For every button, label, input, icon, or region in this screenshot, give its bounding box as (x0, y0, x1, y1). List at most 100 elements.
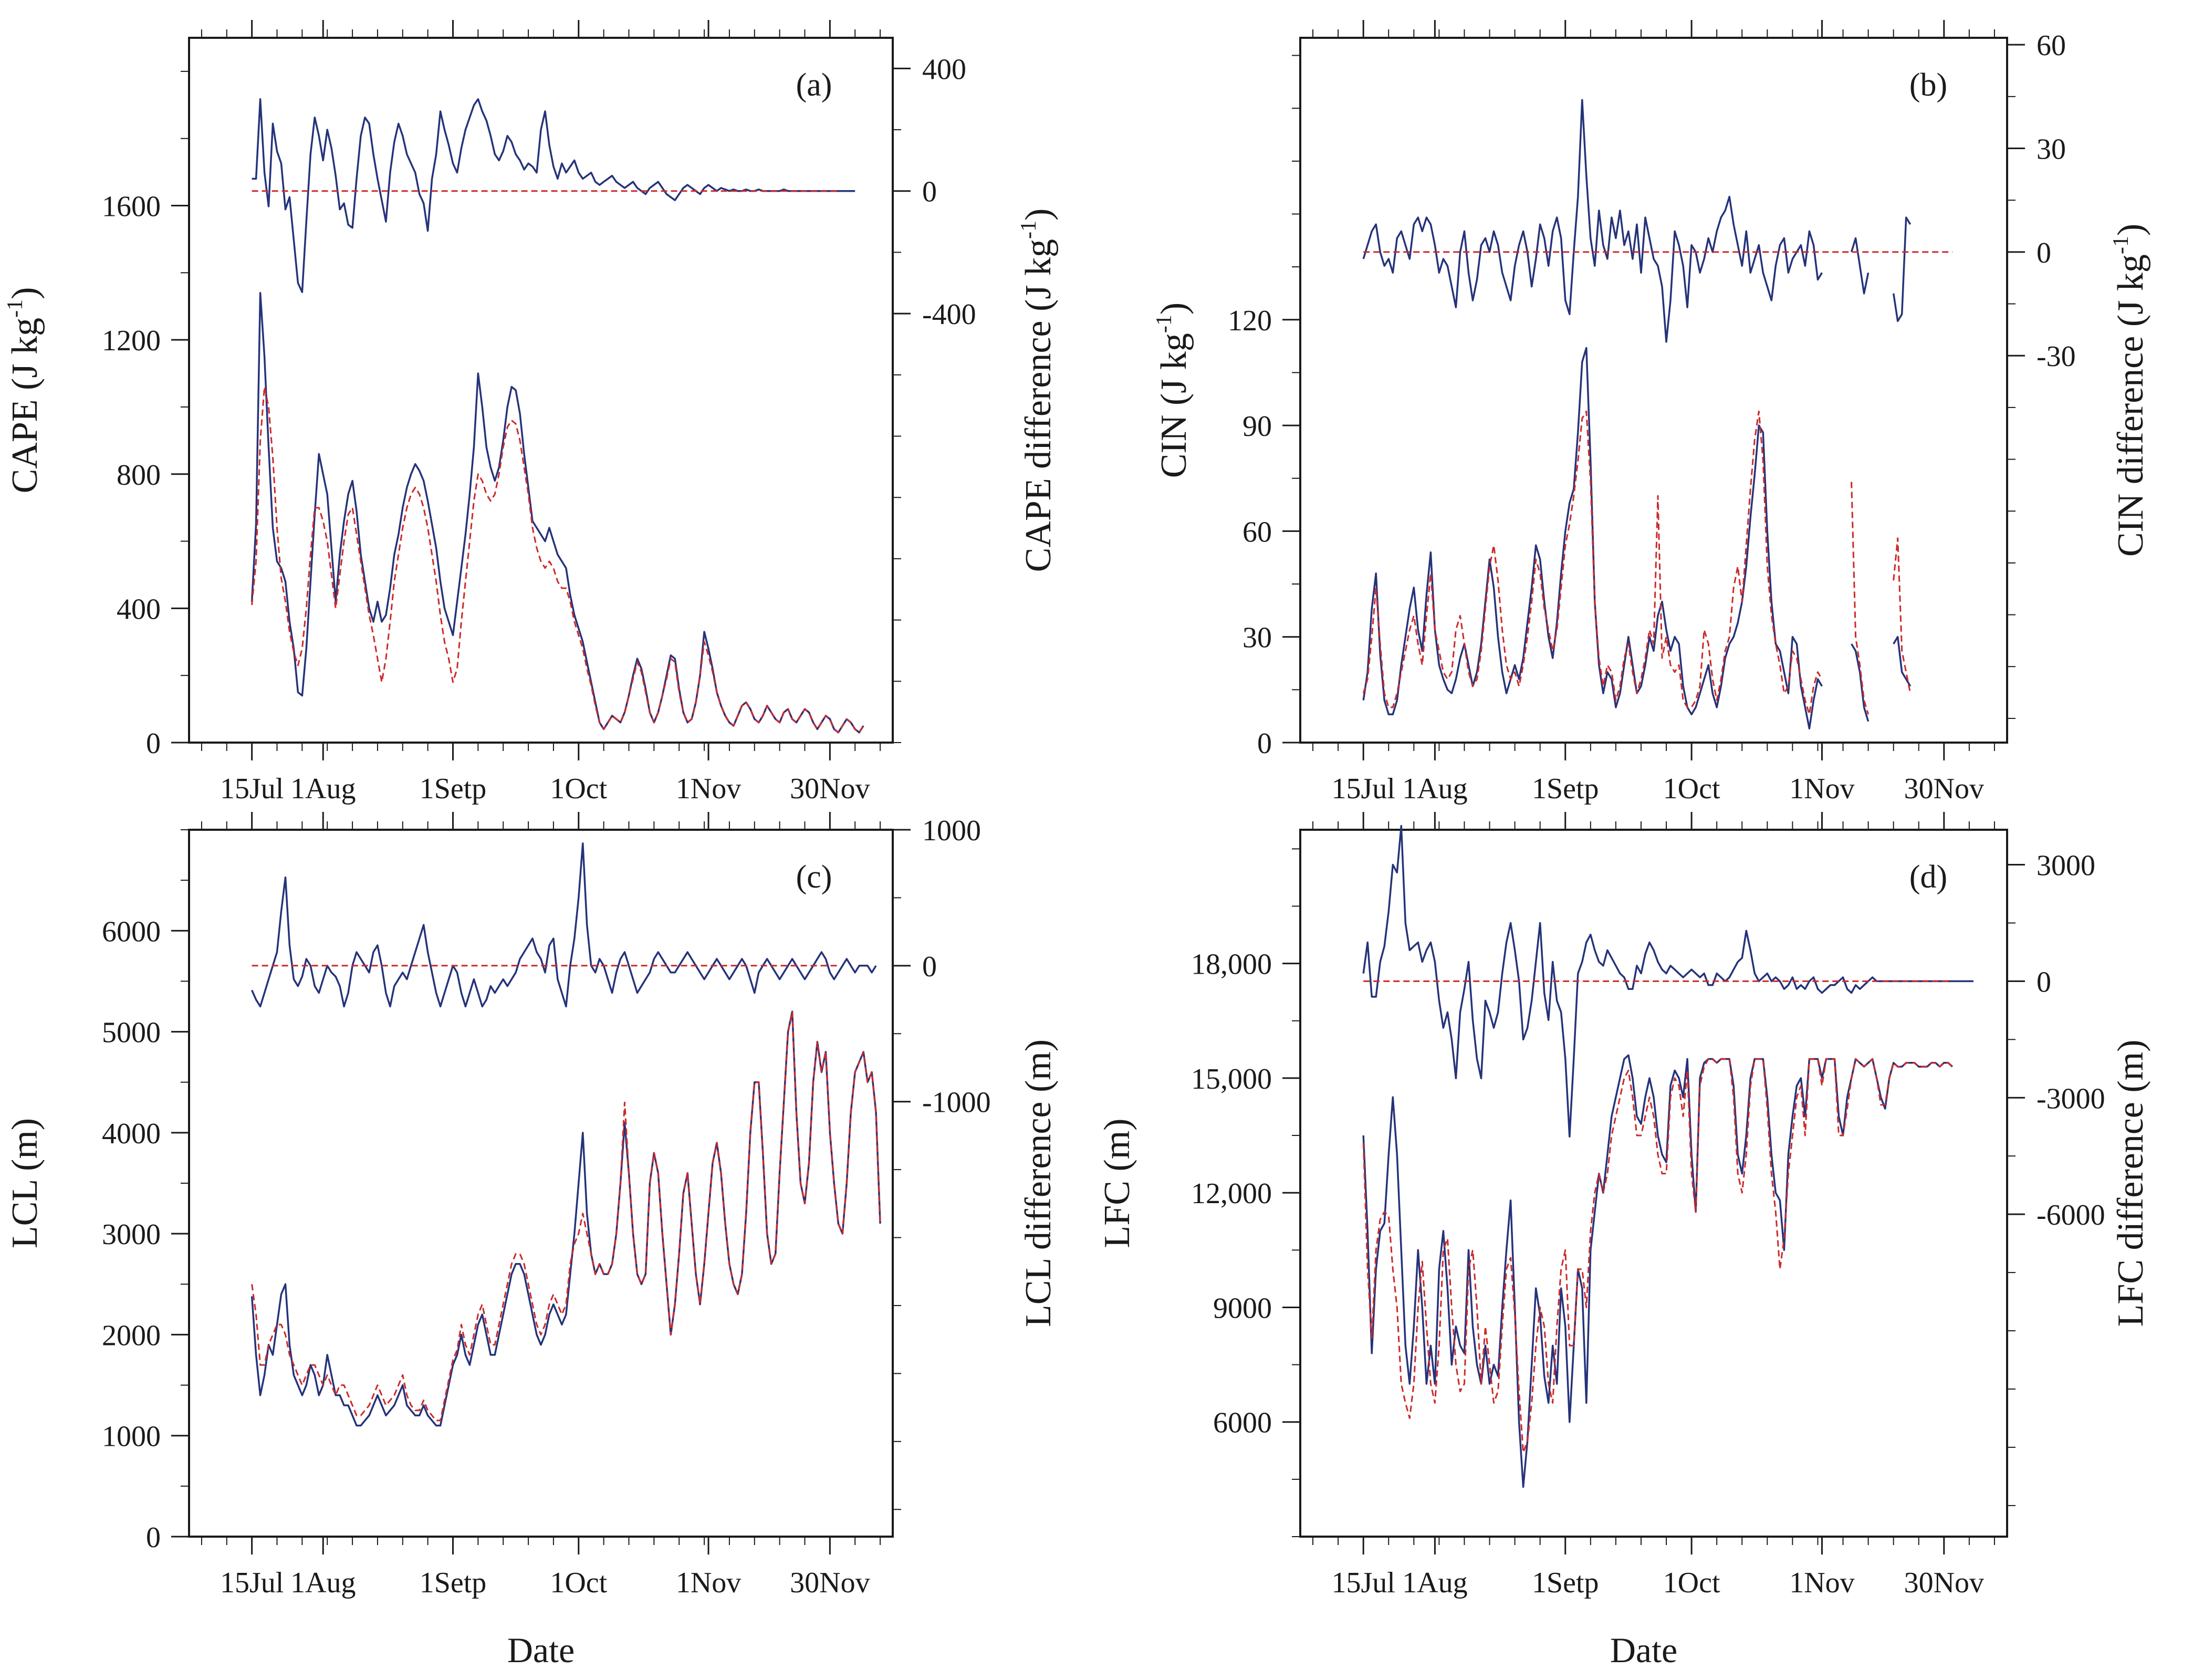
plot-frame (188, 37, 894, 744)
x-tick-label: 15Jul (1331, 1567, 1395, 1599)
y-tick-label: 0 (1257, 727, 1272, 760)
y-tick-label: 1000 (102, 1421, 161, 1453)
y-tick-label: 4000 (102, 1118, 161, 1150)
x-tick-label: 1Oct (1663, 773, 1720, 805)
panel-label: (a) (796, 67, 832, 103)
y2-tick-label: 0 (922, 951, 937, 983)
y-axis-title: CIN (J kg-1) (1152, 302, 1194, 478)
y-tick-label: 800 (117, 459, 161, 492)
panel-c-lcl: 15Jul 1Aug 1Setp 1Oct 1Nov 30Nov 0 1000 2000 3000… (5, 812, 1059, 1599)
y2-tick-label: -30 (2037, 340, 2076, 373)
x-tick-label: 1Setp (1532, 773, 1599, 805)
y2-tick-label: -6000 (2037, 1199, 2105, 1232)
y-tick-label: 9000 (1213, 1292, 1272, 1324)
panel-label: (b) (1909, 67, 1947, 103)
x-tick-label: 1Nov (676, 773, 741, 805)
y-tick-label: 15,000 (1191, 1063, 1272, 1095)
y2-tick-label: 1000 (922, 815, 981, 847)
x-tick-label: 1Nov (1789, 773, 1854, 805)
x-tick-label: 1Aug (290, 773, 356, 805)
series-blue-difference-line (250, 842, 877, 1008)
x-tick-label: 15Jul (1331, 773, 1395, 805)
panel-d-lfc: 15Jul 1Aug 1Setp 1Oct 1Nov 30Nov 6000 9000 12,00… (1097, 812, 2151, 1599)
panel-label: (c) (796, 859, 832, 895)
x-tick-label: 1Nov (676, 1567, 741, 1599)
y2-tick-label: 60 (2037, 29, 2066, 62)
plot-frame (1299, 37, 2008, 744)
x-tick-label: 1Setp (420, 1567, 487, 1599)
y2-tick-label: 400 (922, 53, 966, 86)
x-tick-label: 1Aug (1402, 1567, 1467, 1599)
y-axis-title-sup: -1 (1152, 315, 1176, 333)
y-axis-title-end: ) (1154, 302, 1194, 315)
y2-axis-title: LFC difference (m) (2111, 1040, 2151, 1327)
y-tick-label: 6000 (102, 915, 161, 948)
y2-axis-title: LCL difference (m) (1018, 1039, 1059, 1327)
y2-axis-title-main: CIN difference (J kg (2111, 254, 2151, 557)
y-tick-label: 12,000 (1191, 1177, 1272, 1210)
y-tick-label: 400 (117, 593, 161, 625)
y-tick-label: 3000 (102, 1218, 161, 1251)
y-tick-label: 1600 (102, 191, 161, 223)
y-tick-label: 5000 (102, 1017, 161, 1049)
y2-tick-label: 30 (2037, 133, 2066, 166)
x-tick-label: 30Nov (790, 773, 870, 805)
y-axis-title: LFC (m) (1097, 1119, 1137, 1248)
y2-axis-title: CAPE difference (J kg-1) (1017, 208, 1059, 572)
y-tick-label: 90 (1242, 410, 1272, 443)
y-tick-label: 60 (1242, 516, 1272, 548)
y2-tick-label: -3000 (2037, 1082, 2105, 1115)
y-tick-label: 2000 (102, 1319, 161, 1352)
x-tick-label: 1Nov (1789, 1567, 1854, 1599)
y2-axis-title-end: ) (1018, 208, 1059, 221)
x-tick-label: 1Setp (1532, 1567, 1599, 1599)
x-tick-label: 30Nov (1904, 773, 1984, 805)
y-tick-label: 0 (146, 1521, 161, 1554)
x-tick-label: 1Oct (550, 1567, 607, 1599)
y2-axis-title-main: CAPE difference (J kg (1018, 239, 1059, 572)
y-axis-title: CAPE (J kg-1) (3, 287, 45, 494)
x-axis-title-left: Date (507, 1630, 575, 1670)
y2-tick-label: 3000 (2037, 850, 2095, 882)
y2-tick-label: 0 (2037, 237, 2051, 269)
y-axis-title: LCL (m) (5, 1118, 45, 1248)
x-tick-label: 30Nov (790, 1567, 870, 1599)
x-tick-label: 15Jul (220, 773, 284, 805)
series-blue-difference-line (1362, 825, 1973, 1138)
series-red-line (1362, 410, 1912, 715)
y-axis-title-sup: -1 (3, 299, 27, 318)
y-tick-label: 18,000 (1191, 948, 1272, 981)
panel-b-cin: 15Jul 1Aug 1Setp 1Oct 1Nov 30Nov 0 30 60 90 120 -30… (1152, 20, 2151, 805)
y-tick-label: 1200 (102, 325, 161, 357)
y2-tick-label: -400 (922, 298, 976, 331)
y-axis-title-main: CAPE (J kg (5, 318, 45, 493)
series-red-line (251, 1010, 881, 1422)
y2-tick-label: -1000 (922, 1087, 991, 1119)
y2-tick-label: 0 (922, 176, 937, 208)
y2-tick-label: 0 (2037, 966, 2051, 998)
x-tick-label: 1Aug (290, 1567, 356, 1599)
y2-axis-title-sup: -1 (1017, 221, 1041, 239)
y2-axis-title-end: ) (2111, 224, 2151, 236)
x-tick-label: 1Oct (550, 773, 607, 805)
y-axis-title-end: ) (5, 287, 45, 299)
x-axis-title-right: Date (1610, 1630, 1677, 1670)
y-tick-label: 30 (1242, 622, 1272, 654)
y-tick-label: 120 (1228, 305, 1272, 337)
series-red-line (251, 386, 864, 734)
x-tick-label: 1Oct (1663, 1567, 1720, 1599)
y-tick-label: 0 (146, 727, 161, 760)
series-blue-line (250, 291, 864, 734)
series-blue-difference-line (1362, 99, 1912, 343)
x-tick-label: 1Setp (420, 773, 487, 805)
x-tick-label: 15Jul (220, 1567, 284, 1599)
panel-a-cape: 15Jul 1Aug 1Setp 1Oct 1Nov 30Nov 0 400 800 1200 16… (3, 20, 1059, 805)
plot-frame (1299, 829, 2008, 1538)
y-tick-label: 6000 (1213, 1407, 1272, 1439)
y2-axis-title: CIN difference (J kg-1) (2109, 224, 2151, 557)
y-axis-title-main: CIN (J kg (1154, 333, 1194, 478)
panel-label: (d) (1909, 859, 1947, 895)
series-red-line (1362, 1058, 1953, 1454)
